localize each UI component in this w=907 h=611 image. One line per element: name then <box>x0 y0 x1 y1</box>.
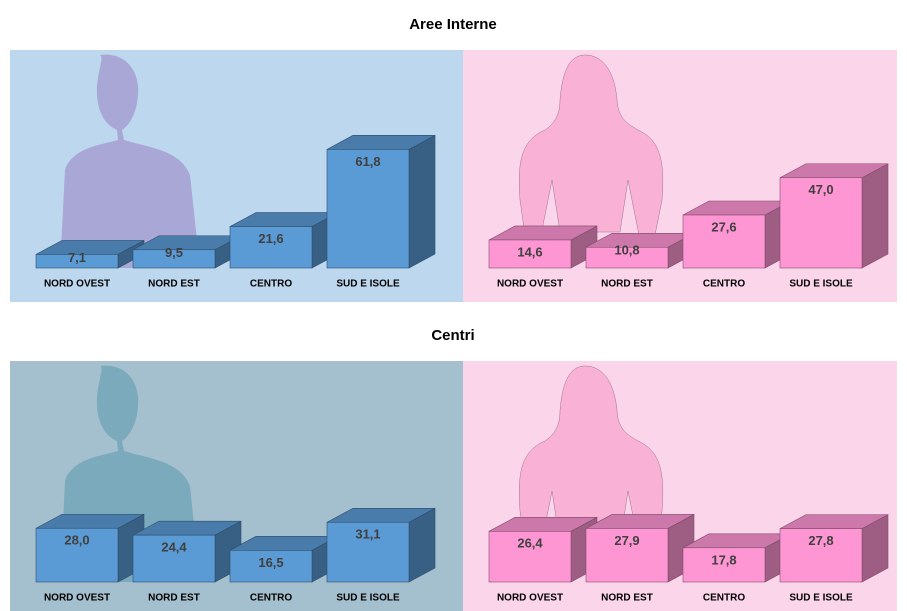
bar-side <box>408 134 436 269</box>
value-label: 9,5 <box>165 245 183 260</box>
x-tick-label: NORD EST <box>148 279 200 290</box>
bar <box>229 226 313 269</box>
x-tick-label: NORD OVEST <box>497 279 563 290</box>
value-label: 28,0 <box>64 533 89 548</box>
x-tick-label: SUD E ISOLE <box>336 279 400 290</box>
bar <box>132 249 216 269</box>
bar <box>229 550 313 583</box>
value-label: 10,8 <box>614 243 639 258</box>
bar <box>35 527 119 583</box>
value-label: 14,6 <box>517 244 542 259</box>
value-label: 7,1 <box>68 250 86 265</box>
bar <box>585 528 669 583</box>
x-tick-label: NORD EST <box>601 279 653 290</box>
value-label: 31,1 <box>355 527 380 542</box>
x-tick-label: CENTRO <box>250 593 292 604</box>
x-tick-label: NORD OVEST <box>44 279 110 290</box>
x-tick-label: SUD E ISOLE <box>336 593 400 604</box>
x-tick-label: CENTRO <box>703 279 745 290</box>
value-label: 27,6 <box>711 219 736 234</box>
male-silhouette <box>60 54 200 268</box>
bar <box>488 531 572 583</box>
bar <box>779 528 863 583</box>
value-label: 47,0 <box>808 182 833 197</box>
bar <box>132 534 216 583</box>
bar <box>682 214 766 269</box>
bar <box>682 547 766 583</box>
bar <box>488 239 572 269</box>
bar <box>326 149 410 269</box>
x-tick-label: SUD E ISOLE <box>789 593 853 604</box>
value-label: 24,4 <box>161 540 187 555</box>
bar-side <box>861 163 889 269</box>
section-title: Aree Interne <box>409 16 497 33</box>
x-tick-label: NORD EST <box>601 593 653 604</box>
bar <box>35 254 119 269</box>
x-tick-label: NORD OVEST <box>44 593 110 604</box>
bar <box>779 177 863 269</box>
value-label: 16,5 <box>258 555 283 570</box>
value-label: 26,4 <box>517 536 543 551</box>
bar <box>585 246 669 269</box>
value-label: 61,8 <box>355 154 380 169</box>
x-tick-label: NORD EST <box>148 593 200 604</box>
section-title: Centri <box>431 327 474 344</box>
female-silhouette <box>518 54 664 241</box>
value-label: 21,6 <box>258 231 283 246</box>
bar <box>326 521 410 583</box>
x-tick-label: CENTRO <box>250 279 292 290</box>
value-label: 27,9 <box>614 533 639 548</box>
value-label: 27,8 <box>808 533 833 548</box>
x-tick-label: CENTRO <box>703 593 745 604</box>
x-tick-label: SUD E ISOLE <box>789 279 853 290</box>
x-tick-label: NORD OVEST <box>497 593 563 604</box>
value-label: 17,8 <box>711 552 736 567</box>
